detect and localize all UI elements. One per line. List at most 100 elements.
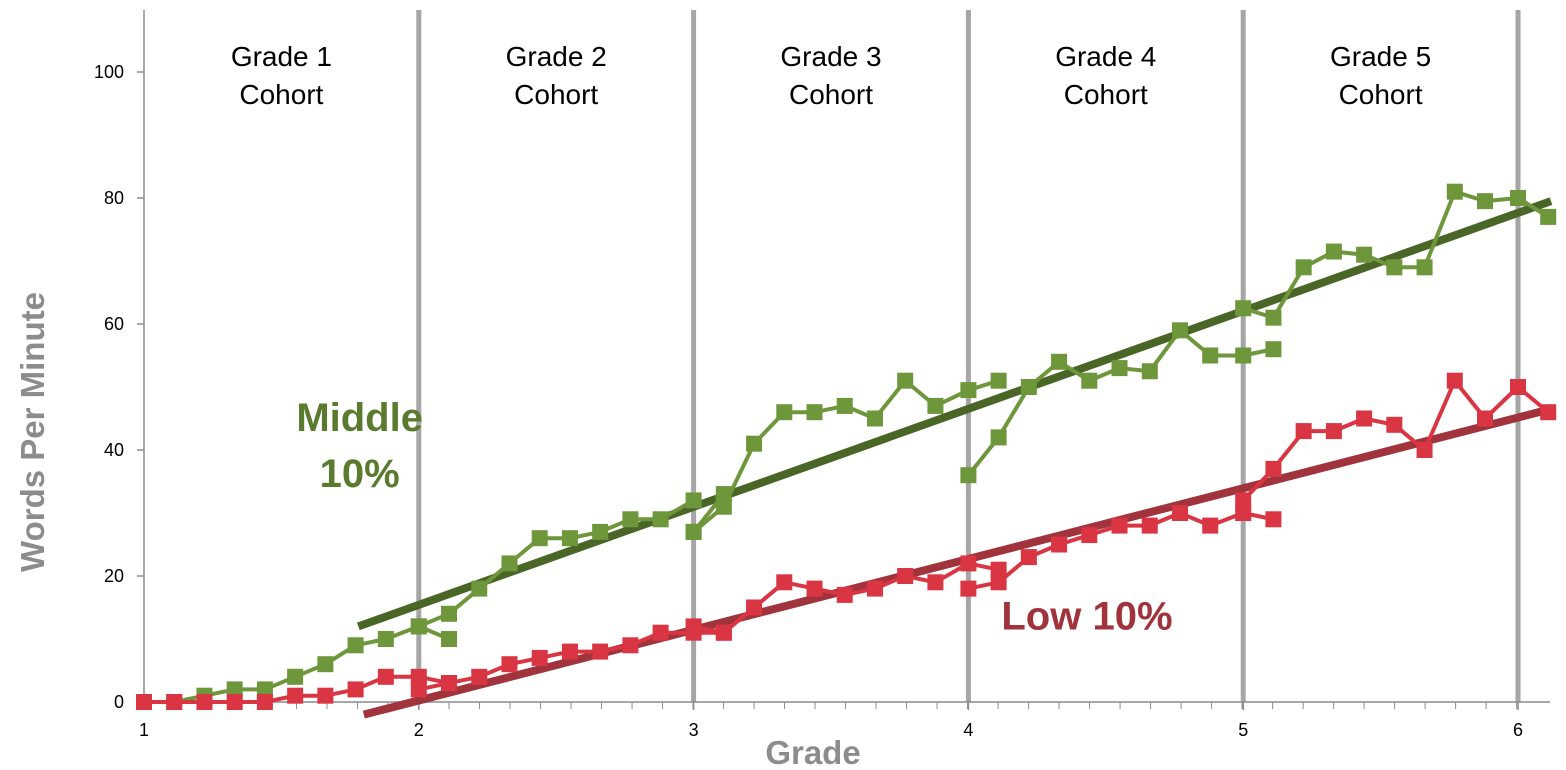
data-point: [622, 637, 639, 654]
y-tick-label: 80: [104, 188, 124, 208]
y-axis-title: Words Per Minute: [14, 292, 51, 572]
data-point: [1265, 341, 1282, 358]
data-point: [531, 649, 548, 666]
data-point: [1386, 259, 1403, 276]
cohort-labels: Grade 1 Cohort Grade 2 Cohort Grade 3 Cohort G…: [231, 41, 1431, 110]
data-point: [685, 523, 702, 540]
x-tick-label: 2: [414, 720, 424, 740]
data-point: [592, 523, 609, 540]
series-middle-10: [136, 183, 1557, 710]
data-point: [776, 404, 793, 421]
data-point: [960, 467, 977, 484]
data-point: [196, 694, 213, 710]
y-tick-label: 40: [104, 440, 124, 460]
data-point: [1356, 246, 1373, 263]
trend-line: [362, 405, 1552, 719]
data-point: [1171, 322, 1188, 339]
cohort-label-grade: Grade 3: [780, 41, 881, 72]
data-point: [990, 574, 1007, 591]
series-label-middle: Middle: [296, 396, 423, 440]
data-point: [1325, 243, 1342, 260]
data-point: [471, 668, 488, 685]
data-point: [1477, 410, 1494, 427]
cohort-label-cohort: Cohort: [1064, 79, 1148, 110]
data-point: [501, 555, 518, 572]
y-tick-label: 100: [94, 62, 124, 82]
cohort-label-grade: Grade 1: [231, 41, 332, 72]
data-point: [1356, 410, 1373, 427]
data-point: [1235, 300, 1252, 317]
y-tick-label: 60: [104, 314, 124, 334]
data-point: [1202, 517, 1219, 534]
x-tick-label: 5: [1238, 720, 1248, 740]
data-point: [1265, 460, 1282, 477]
trend-line: [357, 197, 1553, 631]
cohort-label-grade: Grade 4: [1055, 41, 1156, 72]
data-point: [836, 586, 853, 603]
series-labels: Middle 10% Low 10%: [296, 396, 1172, 638]
data-point: [1416, 442, 1433, 458]
data-point: [1265, 309, 1282, 326]
data-point: [256, 694, 273, 710]
series-low-10: [136, 372, 1557, 719]
series: [136, 183, 1557, 719]
data-point: [1202, 347, 1219, 364]
data-point: [592, 643, 609, 660]
data-point: [1235, 505, 1252, 521]
cohort-label-grade: Grade 2: [506, 41, 607, 72]
data-point: [990, 561, 1007, 578]
data-point: [1477, 193, 1494, 210]
cohort-label-cohort: Cohort: [514, 79, 598, 110]
data-point: [1446, 372, 1463, 389]
data-point: [685, 618, 702, 635]
data-point: [1111, 360, 1128, 377]
data-point: [410, 668, 427, 685]
data-point: [1081, 372, 1098, 389]
data-point: [652, 511, 669, 528]
data-point: [836, 397, 853, 414]
data-point: [1020, 549, 1037, 566]
data-point: [1111, 517, 1128, 534]
cohort-label-cohort: Cohort: [1339, 79, 1423, 110]
data-point: [1265, 511, 1282, 528]
data-point: [1510, 379, 1526, 395]
data-point: [806, 580, 823, 597]
series-label-low: Low 10%: [1001, 595, 1172, 639]
data-point: [441, 605, 458, 622]
x-tick-label: 1: [139, 720, 149, 740]
data-point: [317, 656, 334, 673]
cohort-dividers: [416, 10, 1521, 702]
data-point: [990, 429, 1007, 446]
data-point: [1235, 347, 1252, 364]
data-point: [347, 681, 364, 698]
data-point: [136, 694, 152, 710]
data-point: [441, 675, 458, 692]
data-point: [377, 631, 394, 647]
data-point: [960, 382, 977, 399]
cohort-label-cohort: Cohort: [789, 79, 873, 110]
data-point: [622, 511, 639, 528]
data-line: [1241, 378, 1550, 502]
data-point: [531, 530, 548, 547]
data-point: [1540, 404, 1557, 421]
data-point: [166, 694, 183, 710]
data-point: [866, 580, 883, 597]
data-point: [960, 555, 977, 572]
data-point: [1235, 492, 1252, 509]
data-point: [806, 404, 823, 421]
axes: [143, 10, 1550, 703]
data-point: [1325, 423, 1342, 440]
data-point: [1416, 259, 1433, 276]
data-point: [715, 498, 732, 515]
data-point: [746, 435, 763, 452]
data-point: [1051, 536, 1068, 553]
data-point: [652, 624, 669, 641]
data-point: [377, 668, 394, 685]
data-point: [561, 530, 578, 547]
data-point: [1386, 416, 1403, 433]
data-point: [471, 580, 488, 597]
data-point: [410, 618, 427, 635]
data-point: [1295, 423, 1312, 440]
cohort-label-cohort: Cohort: [239, 79, 323, 110]
